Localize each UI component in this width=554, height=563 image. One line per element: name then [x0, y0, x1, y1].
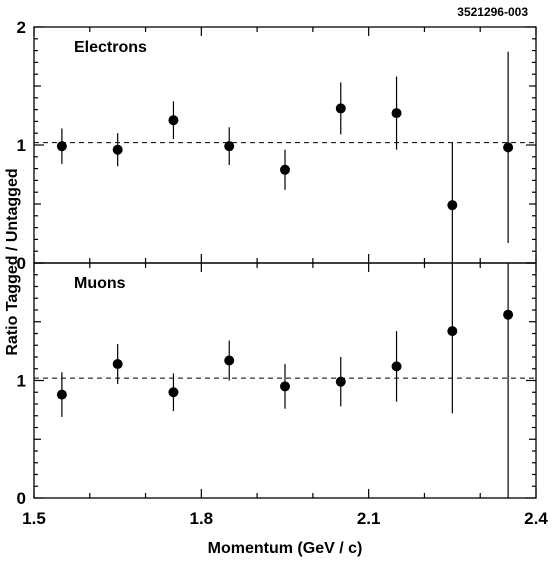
muons-data-point	[335, 376, 346, 387]
muons-data-point	[168, 387, 179, 398]
electrons-y-tick-label: 2	[17, 18, 26, 37]
muons-y-tick-label: 0	[17, 489, 26, 508]
x-axis-title: Momentum (GeV / c)	[208, 540, 363, 557]
electrons-y-tick-label: 1	[17, 136, 26, 155]
electrons-data-point	[335, 103, 346, 114]
muons-y-tick-label: 1	[17, 372, 26, 391]
x-tick-label: 1.8	[190, 509, 214, 528]
data-marks	[56, 51, 514, 498]
electrons-data-point	[280, 164, 290, 175]
axis-ticks	[33, 26, 537, 499]
electrons-data-point	[503, 142, 514, 153]
muons-data-point	[447, 326, 458, 337]
y-axis-title: Ratio Tagged / Untagged	[4, 168, 21, 355]
muons-data-point	[503, 309, 514, 320]
electrons-data-point	[168, 115, 179, 126]
electrons-y-tick-label: 0	[17, 254, 26, 273]
x-tick-label: 1.5	[22, 509, 46, 528]
muons-panel-label: Muons	[74, 275, 126, 292]
muons-data-point	[112, 359, 123, 370]
electrons-panel-label: Electrons	[74, 39, 147, 56]
muons-data-point	[224, 355, 235, 366]
tick-labels: 0 1 2 0 1 1.5 1.8 2.1 2.4	[17, 18, 549, 528]
muons-data-point	[280, 381, 290, 392]
figure-id: 3521296-003	[457, 5, 528, 19]
x-tick-label: 2.4	[524, 509, 548, 528]
electrons-data-point	[391, 108, 402, 119]
electrons-data-point	[56, 141, 67, 152]
electrons-data-point	[447, 200, 458, 211]
electrons-data-point	[224, 141, 235, 152]
electrons-panel-frame	[33, 26, 537, 264]
electrons-data-point	[112, 144, 123, 155]
muons-data-point	[56, 389, 67, 400]
x-tick-label: 2.1	[357, 509, 381, 528]
muons-data-point	[391, 361, 402, 372]
